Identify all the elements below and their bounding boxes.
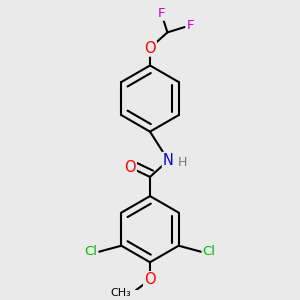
Text: O: O [144,272,156,287]
Text: N: N [163,153,174,168]
Text: O: O [144,40,156,56]
Text: Cl: Cl [202,245,216,258]
Text: F: F [186,19,194,32]
Text: F: F [158,7,165,20]
Text: H: H [178,156,187,169]
Text: Cl: Cl [84,245,98,258]
Text: CH₃: CH₃ [110,288,131,298]
Text: O: O [124,160,136,175]
